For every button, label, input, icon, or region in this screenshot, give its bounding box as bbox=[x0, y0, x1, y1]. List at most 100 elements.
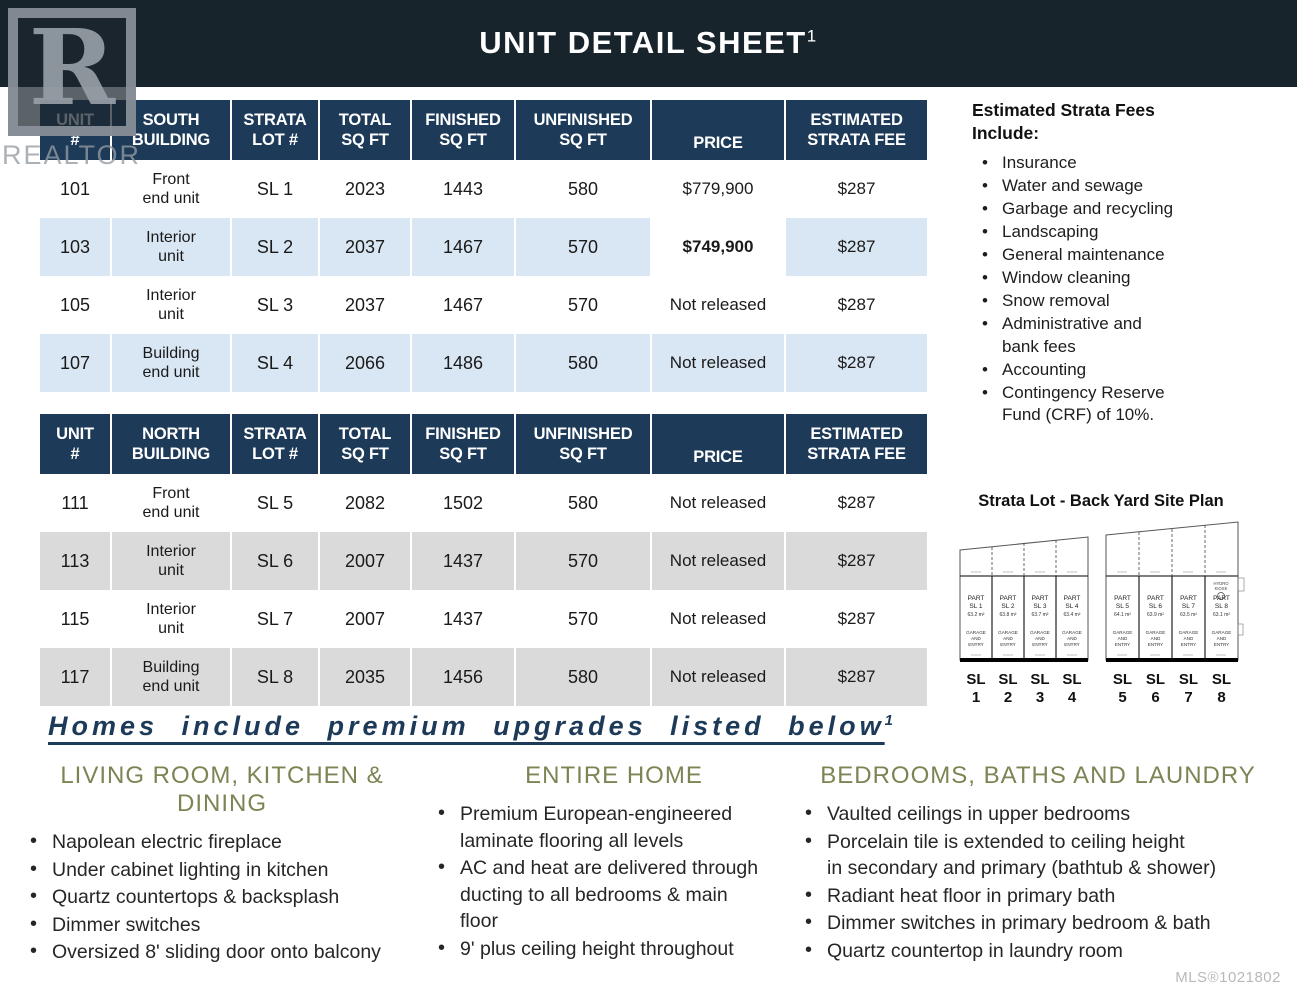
cell-finished-sqft: 1486 bbox=[412, 334, 516, 392]
site-plan-label: SL bbox=[1062, 671, 1081, 688]
site-plan-label: SL bbox=[1113, 671, 1132, 688]
cell-unfinished-sqft: 580 bbox=[516, 334, 652, 392]
col-header-price: PRICE bbox=[652, 100, 786, 160]
upgrade-item: Quartz countertops & backsplash bbox=[30, 883, 424, 911]
cell-total-sqft: 2037 bbox=[320, 276, 412, 334]
site-plan-label: SL bbox=[1212, 671, 1231, 688]
site-plan-label: 63.8 m² bbox=[1000, 612, 1017, 618]
cell-unfinished-sqft: 580 bbox=[516, 474, 652, 532]
upgrade-item: Radiant heat floor in primary bath bbox=[805, 882, 1281, 910]
cell-strata-lot: SL 6 bbox=[232, 532, 320, 590]
site-plan-label: 64.1 m² bbox=[1114, 612, 1131, 618]
site-plan-label: ENTRY bbox=[1032, 642, 1048, 647]
upgrade-item: Dimmer switches in primary bedroom & bat… bbox=[805, 909, 1281, 937]
site-plan-label: ENTRY bbox=[1064, 642, 1080, 647]
upgrades-column-title: LIVING ROOM, KITCHEN & DINING bbox=[60, 762, 384, 817]
site-plan-label: GARAGE bbox=[1179, 630, 1199, 635]
site-plan-label: PART bbox=[1064, 595, 1081, 602]
col-header-total-sqft: TOTAL SQ FT bbox=[320, 100, 412, 160]
cell-total-sqft: 2023 bbox=[320, 160, 412, 218]
site-plan-label: GARAGE bbox=[998, 630, 1018, 635]
col-header-strata-fee: ESTIMATED STRATA FEE bbox=[786, 100, 927, 160]
site-plan-label: AND bbox=[1217, 636, 1227, 641]
strata-fee-item: Accounting bbox=[982, 359, 1252, 382]
realtor-logo-icon: R bbox=[8, 8, 136, 136]
table-row-unit-101: 101 Front end unit SL 1 2023 1443 580 $7… bbox=[40, 160, 927, 218]
table-row-unit-103: 103 Interior unit SL 2 2037 1467 570 $74… bbox=[40, 218, 927, 276]
cell-price: Not released bbox=[652, 334, 786, 392]
cell-strata-fee: $287 bbox=[837, 667, 876, 686]
col-header-unfinished-sqft: UNFINISHED SQ FT bbox=[516, 414, 652, 474]
site-plan-label: PART bbox=[1147, 595, 1164, 602]
cell-unfinished-sqft: 570 bbox=[516, 532, 652, 590]
cell-total-sqft: 2007 bbox=[320, 532, 412, 590]
site-plan-label: GARAGE bbox=[1062, 630, 1082, 635]
site-plan-label: SL 7 bbox=[1182, 603, 1196, 610]
cell-price: Not released bbox=[652, 474, 786, 532]
site-plan-label: 4 bbox=[1068, 689, 1077, 706]
cell-unit: 105 bbox=[40, 276, 112, 334]
table-row-unit-117: 117 Building end unit SL 8 2035 1456 580… bbox=[40, 648, 927, 706]
cell-strata-lot: SL 8 bbox=[232, 648, 320, 706]
site-plan-label: PART bbox=[1114, 595, 1131, 602]
upgrades-list: Vaulted ceilings in upper bedrooms Porce… bbox=[795, 800, 1281, 965]
realtor-watermark-label: REALTOR bbox=[2, 140, 142, 170]
col-header-finished-sqft: FINISHED SQ FT bbox=[412, 414, 516, 474]
strata-fees-panel: Estimated Strata Fees Include: Insurance… bbox=[972, 99, 1272, 427]
strata-fee-item: Snow removal bbox=[982, 290, 1252, 313]
col-header-strata-fee: ESTIMATED STRATA FEE bbox=[786, 414, 927, 474]
cell-unit: 113 bbox=[40, 532, 112, 590]
col-header-unit: UNIT # bbox=[40, 414, 112, 474]
site-plan-label: GARAGE bbox=[1146, 630, 1166, 635]
site-plan-label: AND bbox=[1151, 636, 1161, 641]
upgrade-item: Oversized 8' sliding door onto balcony bbox=[30, 938, 424, 966]
cell-price: Not released bbox=[652, 276, 786, 334]
site-plan-label: SL 4 bbox=[1065, 603, 1079, 610]
strata-fee-item: Water and sewage bbox=[982, 175, 1252, 198]
upgrade-item: Dimmer switches bbox=[30, 911, 424, 939]
col-header-unfinished-sqft: UNFINISHED SQ FT bbox=[516, 100, 652, 160]
site-plan-label: ENTRY bbox=[1214, 642, 1230, 647]
upgrade-item: 9' plus ceiling height throughout bbox=[438, 935, 800, 963]
site-plan-label: AND bbox=[1003, 636, 1013, 641]
mls-number: MLS®1021802 bbox=[1175, 969, 1281, 986]
strata-fee-item: Administrative and bank fees bbox=[982, 313, 1252, 358]
site-plan-title: Strata Lot - Back Yard Site Plan bbox=[978, 492, 1224, 510]
site-plan-label: 5 bbox=[1118, 689, 1126, 706]
upgrade-item: Premium European-engineered laminate flo… bbox=[438, 800, 800, 854]
upgrades-list: Napolean electric fireplace Under cabine… bbox=[20, 828, 424, 966]
upgrades-column-title: BEDROOMS, BATHS AND LAUNDRY bbox=[820, 762, 1256, 789]
upgrades-column-bedrooms: BEDROOMS, BATHS AND LAUNDRY Vaulted ceil… bbox=[795, 762, 1281, 965]
cell-total-sqft: 2035 bbox=[320, 648, 412, 706]
cell-unit: 111 bbox=[40, 474, 112, 532]
cell-total-sqft: 2037 bbox=[320, 218, 412, 276]
table-header-row: UNIT # SOUTH BUILDING STRATA LOT # TOTAL… bbox=[40, 100, 927, 160]
site-plan-label: 63.4 m² bbox=[1064, 612, 1081, 618]
site-plan-label: PART bbox=[968, 595, 985, 602]
upgrades-column-title: ENTIRE HOME bbox=[525, 762, 703, 789]
table-row-unit-111: 111 Front end unit SL 5 2082 1502 580 No… bbox=[40, 474, 927, 532]
site-plan-label: SL 6 bbox=[1149, 603, 1163, 610]
strata-fee-item: General maintenance bbox=[982, 244, 1252, 267]
upgrade-item: Quartz countertop in laundry room bbox=[805, 937, 1281, 965]
cell-type: Interior unit bbox=[112, 276, 232, 334]
south-building-table: UNIT # SOUTH BUILDING STRATA LOT # TOTAL… bbox=[40, 100, 927, 392]
site-plan-label: SL 1 bbox=[969, 603, 983, 610]
hydro-kiosk-icon bbox=[1217, 592, 1225, 600]
site-plan-label: SL bbox=[966, 671, 985, 688]
cell-type: Interior unit bbox=[112, 218, 232, 276]
site-plan-label: 6 bbox=[1151, 689, 1159, 706]
site-plan-label: 63.7 m² bbox=[1032, 612, 1049, 618]
cell-type: Interior unit bbox=[112, 532, 232, 590]
cell-unfinished-sqft: 580 bbox=[516, 648, 652, 706]
upgrades-heading: Homes include premium upgrades listed be… bbox=[48, 711, 897, 742]
site-plan-label: ENTRY bbox=[1000, 642, 1016, 647]
site-plan-label: AND bbox=[1118, 636, 1128, 641]
strata-fee-item: Window cleaning bbox=[982, 267, 1252, 290]
cell-unit: 115 bbox=[40, 590, 112, 648]
cell-finished-sqft: 1467 bbox=[412, 218, 516, 276]
upgrade-item: Under cabinet lighting in kitchen bbox=[30, 856, 424, 884]
cell-type: Building end unit bbox=[112, 334, 232, 392]
site-plan-label: PART bbox=[1213, 595, 1230, 602]
